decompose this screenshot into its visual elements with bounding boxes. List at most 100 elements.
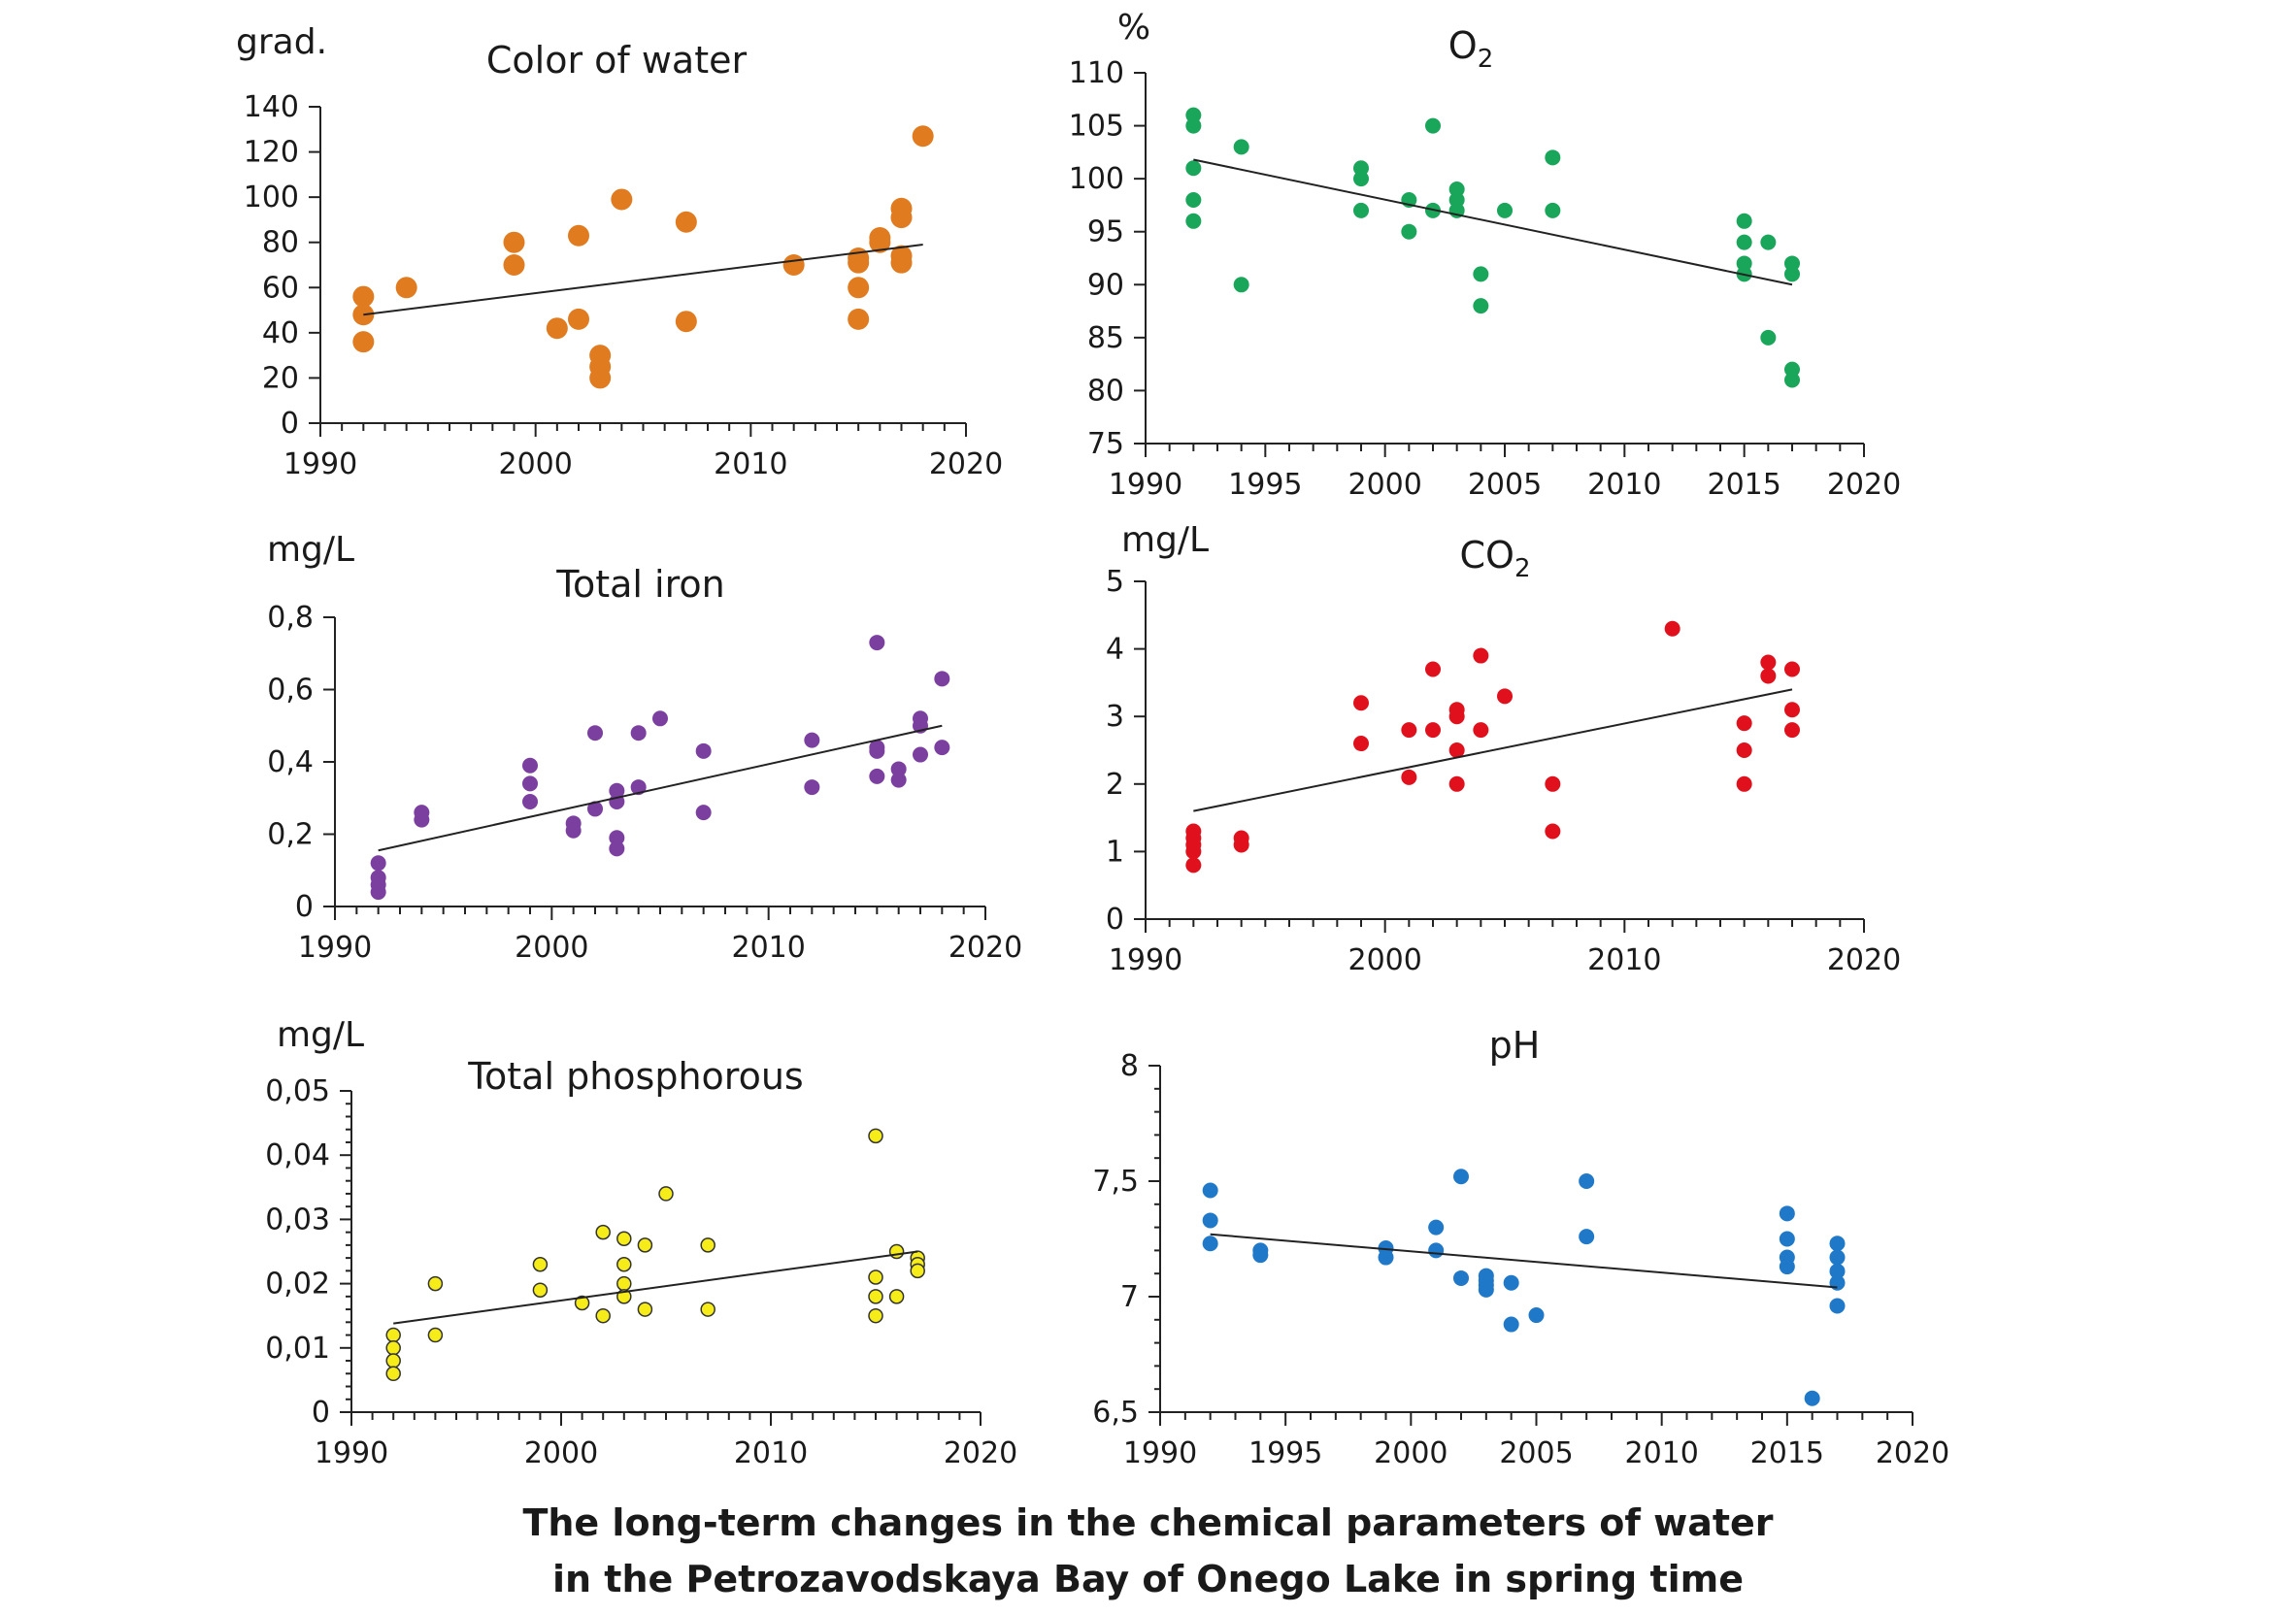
- iron-data-point: [695, 742, 712, 759]
- o2-x-tick-label: 2010: [1587, 468, 1661, 502]
- ph-data-point: [1829, 1274, 1846, 1291]
- iron-data-point: [522, 775, 538, 792]
- ph-x-tick-label: 2020: [1876, 1436, 1949, 1470]
- phosphorous-data-point: [637, 1302, 653, 1317]
- ph-title: pH: [1489, 1024, 1541, 1067]
- color-axes: [309, 106, 967, 437]
- phosphorous-title: Total phosphorous: [467, 1055, 803, 1098]
- ph-x-tick-label: 1995: [1248, 1436, 1322, 1470]
- iron-data-point: [609, 840, 625, 857]
- ph-data-point: [1829, 1263, 1846, 1279]
- ph-data-point: [1829, 1249, 1846, 1266]
- phosphorous-data-point: [385, 1366, 401, 1382]
- phosphorous-data-point: [595, 1307, 611, 1324]
- phosphorous-data-point: [574, 1295, 590, 1311]
- co2-title: CO2: [1460, 534, 1531, 583]
- o2-x-tick-label: 1990: [1109, 468, 1182, 502]
- o2-y-tick-label: 80: [1087, 374, 1124, 408]
- co2-data-point: [1448, 709, 1465, 725]
- iron-x-tick-label: 2020: [948, 931, 1022, 965]
- iron-data-point: [522, 757, 538, 774]
- o2-data-point: [1425, 117, 1441, 134]
- iron-data-point: [869, 768, 885, 784]
- phosphorous-data-point: [658, 1186, 674, 1202]
- color-data-point: [568, 308, 589, 330]
- o2-y-tick-label: 95: [1087, 215, 1124, 249]
- phosphorous-unit-label: mg/L: [277, 1015, 364, 1055]
- o2-title: O2: [1448, 24, 1493, 74]
- phosphorous-x-tick-label: 2020: [944, 1436, 1017, 1470]
- iron-data-point: [587, 801, 603, 817]
- o2-data-point: [1353, 171, 1369, 187]
- iron-data-point: [890, 772, 907, 788]
- co2-data-point: [1185, 857, 1202, 873]
- phosphorous-data-point: [868, 1269, 883, 1285]
- ph-data-point: [1378, 1249, 1394, 1266]
- o2-data-point: [1784, 266, 1800, 282]
- iron-data-point: [934, 671, 950, 687]
- phosphorous-y-tick-label: 0,01: [265, 1332, 330, 1366]
- co2-y-tick-label: 3: [1106, 700, 1124, 734]
- co2-axes: [1134, 580, 1865, 933]
- o2-x-tick-label: 2020: [1827, 468, 1901, 502]
- color-y-tick-label: 140: [244, 90, 299, 124]
- co2-data-point: [1736, 715, 1752, 732]
- co2-data-point: [1736, 742, 1752, 758]
- ph-data-point: [1779, 1259, 1795, 1275]
- phosphorous-data-point: [700, 1302, 715, 1317]
- ph-data-point: [1428, 1219, 1445, 1236]
- color-data-point: [890, 251, 913, 274]
- ph-data-point: [1202, 1182, 1218, 1199]
- co2-x-tick-label: 1990: [1109, 943, 1182, 977]
- co2-data-point: [1784, 722, 1800, 739]
- color-x-tick-label: 1990: [283, 447, 357, 481]
- iron-data-point: [565, 822, 582, 839]
- o2-y-tick-label: 75: [1087, 427, 1124, 461]
- color-y-tick-label: 20: [262, 361, 299, 395]
- color-data-point: [869, 231, 891, 253]
- co2-data-point: [1664, 620, 1680, 637]
- color-data-point: [611, 188, 633, 211]
- color-data-point: [395, 277, 417, 299]
- iron-data-point: [370, 884, 386, 901]
- co2-x-tick-label: 2000: [1348, 943, 1421, 977]
- color-data-point: [890, 207, 913, 229]
- iron-x-tick-label: 2000: [515, 931, 588, 965]
- iron-data-point: [695, 805, 712, 821]
- co2-data-point: [1760, 654, 1777, 671]
- phosphorous-x-tick-label: 1990: [315, 1436, 388, 1470]
- co2-y-tick-label: 2: [1106, 768, 1124, 802]
- o2-unit-label: %: [1117, 8, 1150, 48]
- iron-x-tick-label: 2010: [731, 931, 805, 965]
- ph-data-point: [1503, 1316, 1519, 1333]
- phosphorous-data-point: [868, 1289, 883, 1304]
- iron-data-point: [630, 725, 647, 742]
- co2-y-tick-label: 5: [1106, 565, 1124, 599]
- co2-data-point: [1185, 843, 1202, 860]
- ph-data-point: [1428, 1242, 1445, 1259]
- co2-data-point: [1784, 702, 1800, 718]
- phosphorous-data-point: [700, 1237, 715, 1253]
- co2-x-tick-label: 2010: [1587, 943, 1661, 977]
- ph-x-tick-label: 2015: [1750, 1436, 1824, 1470]
- phosphorous-y-tick-label: 0,03: [265, 1203, 330, 1236]
- co2-data-point: [1473, 722, 1489, 739]
- co2-trendline: [1193, 688, 1793, 812]
- iron-data-point: [890, 761, 907, 777]
- color-data-point: [912, 125, 934, 148]
- color-title: Color of water: [486, 39, 748, 82]
- ph-x-tick-label: 2000: [1374, 1436, 1447, 1470]
- o2-data-point: [1233, 277, 1249, 293]
- color-data-point: [352, 285, 375, 308]
- phosphorous-data-point: [616, 1231, 632, 1247]
- color-y-tick-label: 40: [262, 316, 299, 350]
- color-data-point: [503, 254, 525, 276]
- co2-data-point: [1233, 837, 1249, 853]
- iron-data-point: [869, 635, 885, 651]
- phosphorous-y-tick-label: 0: [312, 1396, 330, 1430]
- ph-data-point: [1252, 1247, 1269, 1264]
- phosphorous-data-point: [868, 1307, 883, 1324]
